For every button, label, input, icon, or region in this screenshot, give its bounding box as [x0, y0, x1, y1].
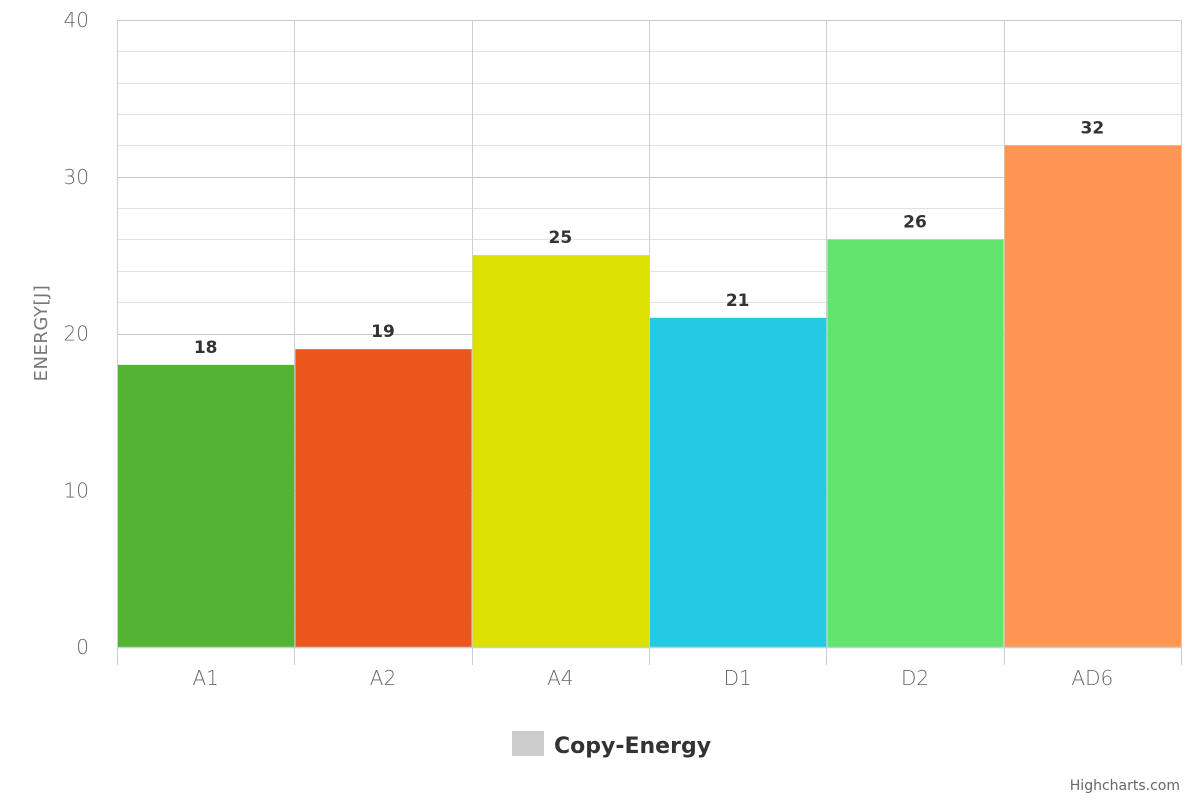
x-tick-label: A4 — [547, 666, 573, 690]
x-tick-label: AD6 — [1071, 666, 1113, 690]
data-label-d2: 26 — [903, 212, 927, 232]
data-label-d1: 21 — [726, 291, 750, 311]
y-tick-label: 0 — [76, 635, 89, 659]
bar-d2[interactable] — [827, 239, 1004, 647]
y-tick-label: 30 — [64, 165, 89, 189]
data-labels: 18 19 25 21 26 32 — [194, 118, 1104, 357]
data-label-a2: 19 — [371, 322, 395, 342]
axes: A1 A2 A4 D1 D2 AD6 0 10 20 30 40 — [64, 8, 1182, 690]
x-tick-label: D1 — [724, 666, 752, 690]
y-tick-label: 10 — [64, 478, 89, 502]
bar-a1[interactable] — [118, 364, 295, 647]
legend-item-label[interactable]: Copy-Energy — [554, 734, 711, 759]
legend-swatch[interactable] — [512, 731, 544, 756]
x-tick-label: D2 — [901, 666, 929, 690]
data-label-a1: 18 — [194, 338, 218, 358]
data-label-ad6: 32 — [1080, 118, 1104, 138]
y-axis-title: ENERGY[J] — [31, 285, 52, 382]
bar-ad6[interactable] — [1004, 145, 1181, 647]
x-tick-label: A1 — [192, 666, 218, 690]
y-tick-label: 20 — [64, 322, 89, 346]
bar-series — [118, 145, 1181, 647]
bar-d1[interactable] — [650, 317, 827, 647]
y-tick-label: 40 — [64, 8, 89, 32]
data-label-a4: 25 — [548, 228, 572, 248]
bar-a2[interactable] — [295, 349, 472, 647]
x-tick-label: A2 — [370, 666, 396, 690]
legend[interactable]: Copy-Energy — [512, 731, 711, 759]
bar-a4[interactable] — [472, 255, 649, 647]
credits-link[interactable]: Highcharts.com — [1070, 778, 1180, 794]
